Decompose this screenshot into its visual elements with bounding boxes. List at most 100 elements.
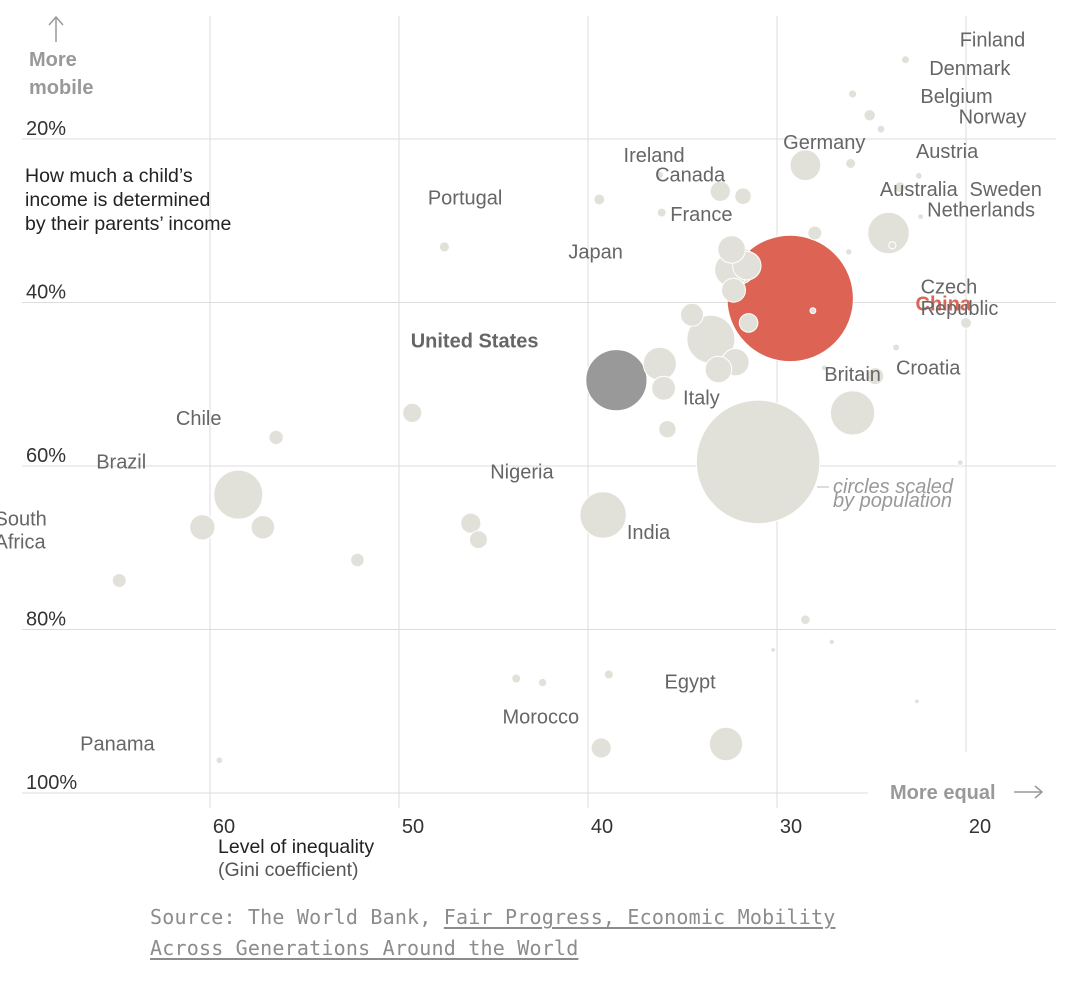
label-ireland: Ireland [624,145,685,167]
point-germany [789,149,822,182]
label-egypt: Egypt [665,671,717,693]
label-czech: Czech [921,277,978,299]
label-india: India [627,522,671,544]
x-tick-label: 30 [780,816,802,838]
source-link[interactable]: Fair Progress, Economic Mobility Across … [150,905,836,960]
label-sweden: Sweden [970,179,1042,201]
label-germany: Germany [783,132,865,154]
x-axis-label-line2: (Gini coefficient) [218,859,359,881]
point-canada [709,180,731,203]
point-panama [215,756,224,765]
point-united-states [585,349,648,412]
label-denmark: Denmark [929,58,1011,80]
x-tick-label: 40 [591,816,613,838]
label-netherlands: Netherlands [927,200,1035,222]
point-unlabeled [250,515,276,540]
point-croatia [892,343,901,352]
x-tick-label: 20 [969,816,991,838]
point-austria [845,158,857,169]
label-south: South [0,509,47,531]
point-ireland [655,170,664,180]
point-sweden [894,181,906,194]
point-unlabeled [914,171,923,180]
label-morocco: Morocco [502,707,579,729]
point-unlabeled [829,390,876,436]
data-points [111,55,972,765]
point-unlabeled [820,364,828,372]
point-unlabeled [800,614,811,626]
point-czech-republic [960,316,972,329]
point-australia [734,187,752,205]
point-unlabeled [770,647,777,653]
label-panama: Panama [80,734,155,756]
point-unlabeled [867,211,910,255]
label-chile: Chile [176,408,222,430]
y-tick-label: 60% [26,445,66,467]
point-unlabeled [658,420,677,439]
source-prefix: Source: The World Bank, [150,905,444,929]
point-unlabeled [809,307,817,315]
point-unlabeled [642,346,677,381]
point-norway [876,124,886,134]
point-south-africa [189,514,216,541]
x-axis-label-line1: Level of inequality [218,836,374,858]
x-tick-label: 50 [402,816,424,838]
y-description-line3: by their parents’ income [25,213,231,235]
point-unlabeled [111,573,127,588]
point-unlabeled [511,673,522,684]
point-denmark [848,89,858,99]
label-republic: Republic [921,298,999,320]
label-portugal: Portugal [428,187,503,209]
source-note: Source: The World Bank, Fair Progress, E… [150,902,910,964]
point-unlabeled [438,241,450,253]
axes-text: More mobile How much a child’s income is… [25,15,1044,881]
y-description-line2: income is determined [25,189,210,211]
point-netherlands [807,225,823,241]
point-chile [268,429,284,446]
point-unlabeled [828,638,835,645]
y-tick-label: 20% [26,118,66,140]
point-unlabeled [651,375,677,401]
point-unlabeled [738,313,759,333]
label-australia: Australia [880,179,959,201]
point-unlabeled [402,402,423,423]
label-croatia: Croatia [896,357,961,379]
label-united-states: United States [411,331,539,353]
label-brazil: Brazil [96,452,146,474]
point-finland [901,55,910,65]
point-belgium [863,109,876,122]
point-unlabeled [721,277,746,303]
point-unlabeled [537,677,548,688]
grid-lines: 60 50 40 30 20 20% 40% 60% 80% 100% [22,16,1056,838]
x-end-label: More equal [890,782,996,804]
y-description-line1: How much a child’s [25,165,193,187]
label-canada: Canada [655,165,726,187]
label-britain: Britain [824,364,881,386]
y-tick-label: 80% [26,609,66,631]
label-nigeria: Nigeria [490,461,554,483]
y-tick-label: 100% [26,772,77,794]
label-italy: Italy [683,388,720,410]
size-note-line2: by population [833,490,952,512]
point-brazil [213,469,264,520]
right-arrow-icon [1014,785,1044,799]
point-unlabeled [656,207,667,218]
label-france: France [670,204,732,226]
label-china: China [916,294,972,316]
point-unlabeled [350,552,365,568]
point-unlabeled [468,530,488,550]
point-india [695,399,821,525]
y-end-label-line1: More [29,49,77,71]
up-arrow-icon [48,15,64,42]
point-france [717,235,746,264]
point-unlabeled [914,698,920,705]
y-end-label-line2: mobile [29,77,93,99]
point-unlabeled [845,248,853,256]
label-belgium: Belgium [920,86,992,108]
label-norway: Norway [959,107,1027,129]
x-tick-label: 60 [213,816,235,838]
label-austria: Austria [916,141,979,163]
label-africa: Africa [0,532,47,554]
point-unlabeled [603,669,614,680]
